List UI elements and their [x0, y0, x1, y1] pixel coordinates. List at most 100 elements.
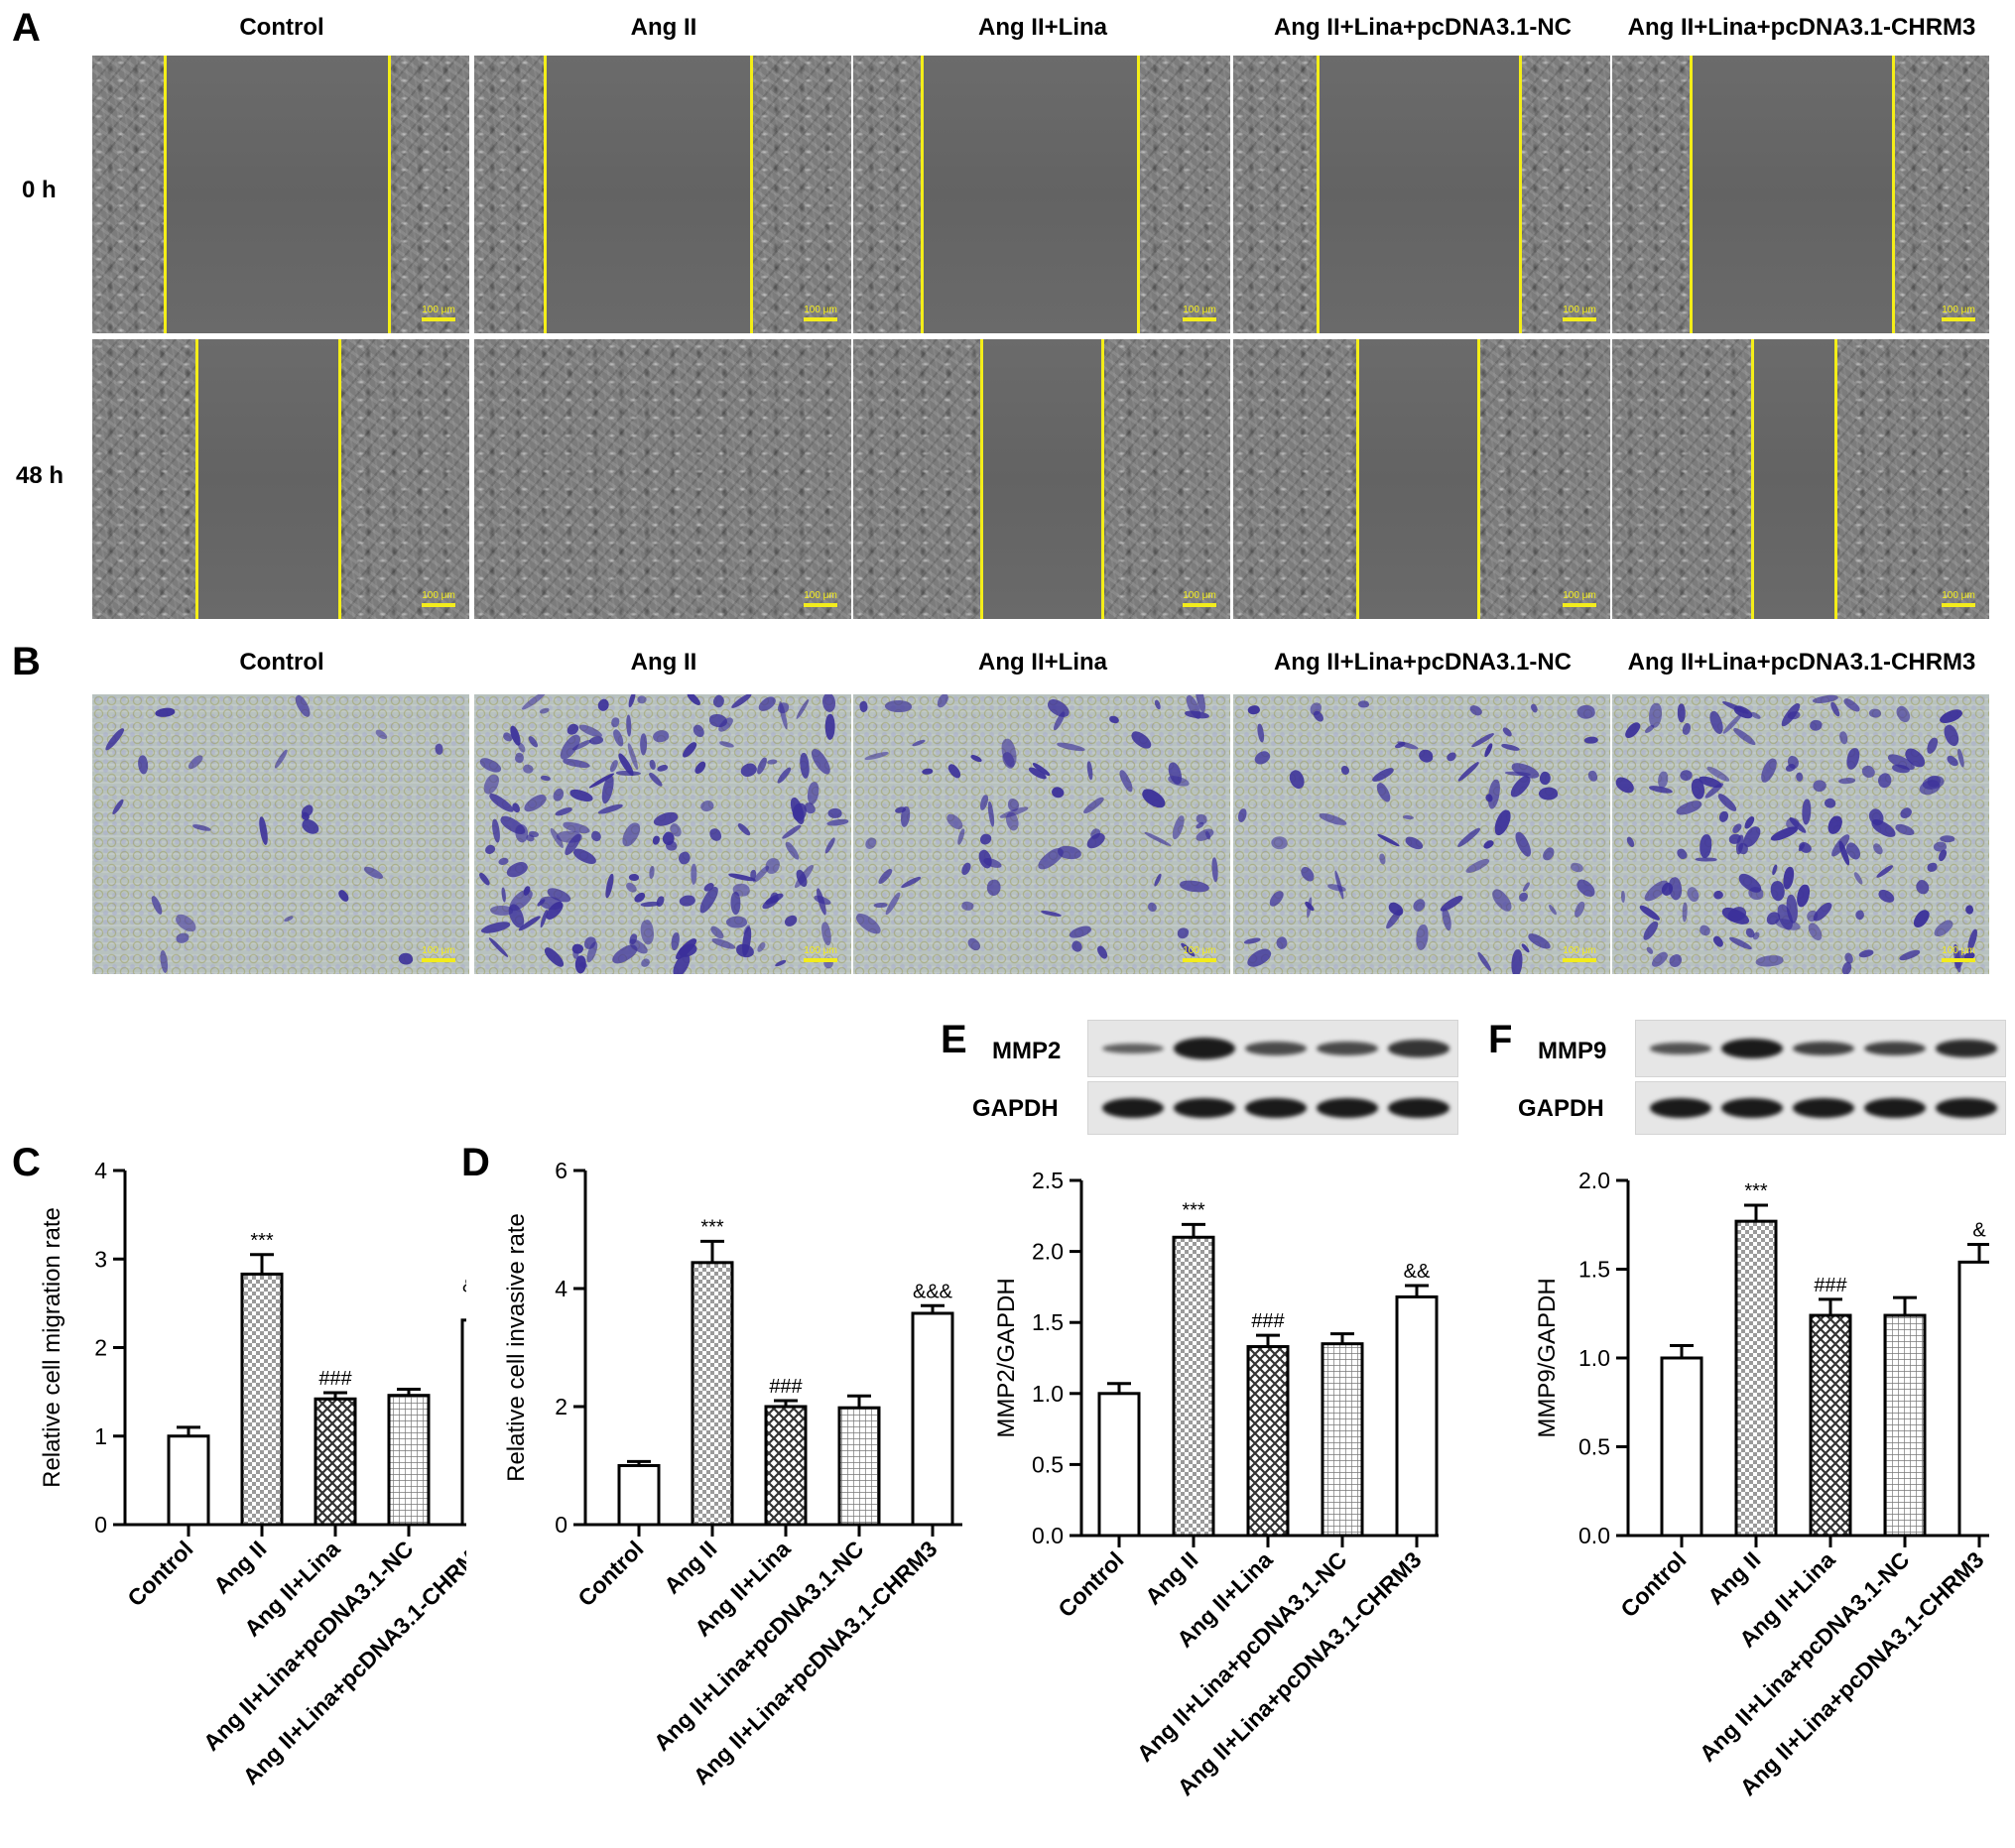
wound-image-control-48h: 100 μm [92, 339, 469, 619]
bar [1734, 1219, 1778, 1538]
stained-cell [562, 757, 591, 770]
stained-cell [735, 821, 752, 837]
stained-cell [1540, 845, 1558, 863]
stained-cell [1492, 807, 1513, 838]
transwell-image-control: 100 μm [92, 694, 469, 974]
stained-cell [1828, 701, 1842, 718]
stained-cell [191, 823, 211, 832]
stained-cell [610, 728, 627, 749]
x-tick-label: Control [1615, 1546, 1691, 1622]
significance-marker: && [1404, 1261, 1431, 1283]
significance-marker: ### [1251, 1310, 1285, 1332]
stained-cell [691, 722, 707, 739]
stained-cell [1419, 749, 1434, 763]
bar [617, 1464, 661, 1527]
blot-e-target-label: MMP2 [992, 1038, 1062, 1064]
scale-bar-label: 100 μm [804, 305, 837, 315]
scale-bar-label: 100 μm [1183, 945, 1216, 956]
stained-cell [900, 874, 923, 890]
bar [1097, 1392, 1141, 1538]
blot-e-gapdh [1087, 1081, 1458, 1135]
stained-cell [1648, 785, 1674, 795]
y-tick-label: 0 [94, 1512, 107, 1538]
stained-cell [1067, 923, 1093, 941]
panel-a-title-control: Control [239, 14, 324, 41]
stained-cell [1620, 890, 1626, 903]
stained-cell [541, 945, 567, 970]
bar-chart-d-invasion: 0 2 4 6 Relative cell invasive rate Control **… [503, 1158, 962, 1789]
stained-cell [610, 717, 620, 728]
stained-cell [1269, 834, 1289, 852]
stained-cell [1875, 771, 1895, 791]
stained-cell [1153, 873, 1163, 888]
stained-cell [1794, 772, 1805, 784]
row-label-0h: 0 h [22, 177, 57, 203]
stained-cell [640, 957, 652, 970]
wound-image-ang-ii-0h: 100 μm [474, 56, 851, 333]
stained-cell [256, 815, 270, 846]
stained-cell [1446, 751, 1458, 763]
stained-cell [1180, 879, 1210, 894]
stained-cell [433, 743, 444, 756]
stained-cell [1237, 807, 1248, 823]
stained-cell [1045, 695, 1072, 720]
y-tick-label: 2 [94, 1335, 107, 1361]
stained-cell [969, 753, 983, 764]
stained-cell [1698, 924, 1712, 937]
stained-cell [936, 694, 950, 709]
stained-cell [1613, 775, 1637, 796]
stained-cell [1876, 888, 1897, 905]
stained-cell [823, 836, 837, 855]
blot-band [1936, 1040, 1997, 1057]
stained-cell [825, 817, 849, 828]
stained-cell [1771, 864, 1778, 877]
panel-a-title-chrm3: Ang II+Lina+pcDNA3.1-CHRM3 [1627, 14, 1976, 41]
stained-cell [1711, 934, 1726, 949]
stained-cell [589, 829, 603, 842]
x-tick-label: Control [1053, 1546, 1128, 1622]
stained-cell [945, 762, 964, 781]
stained-cell [1853, 908, 1867, 922]
stained-cell [373, 728, 389, 741]
blot-e-mmp2 [1087, 1020, 1458, 1077]
stained-cell [336, 888, 351, 904]
stained-cell [873, 901, 888, 909]
scale-bar-label: 100 μm [422, 305, 455, 315]
stained-cell [1898, 805, 1914, 821]
stained-cell [486, 791, 516, 815]
blot-f-loading-label: GAPDH [1518, 1095, 1604, 1122]
bar [167, 1434, 210, 1527]
stained-cell [1107, 715, 1120, 725]
blot-band [1388, 1040, 1449, 1057]
stained-cell [1898, 947, 1921, 963]
scale-bar-label: 100 μm [422, 945, 455, 956]
stained-cell [819, 921, 834, 947]
blot-band [1721, 1098, 1783, 1118]
stained-cell [1841, 696, 1863, 715]
stained-cell [509, 801, 522, 815]
stained-cell [697, 884, 721, 916]
stained-cell [885, 698, 913, 713]
stained-cell [619, 820, 644, 850]
stained-cell [1529, 703, 1540, 714]
stained-cell [1547, 904, 1558, 917]
y-tick-label: 4 [94, 1158, 107, 1183]
stained-cell [1195, 820, 1205, 830]
significance-marker: *** [700, 1216, 724, 1238]
stained-cell [1838, 730, 1850, 746]
y-tick-label: 0 [555, 1512, 567, 1538]
stained-cell [1377, 852, 1387, 865]
bar [1957, 1260, 1989, 1538]
y-tick-label: 0.0 [1578, 1523, 1610, 1548]
stained-cell [656, 763, 670, 774]
panel-b-title-ang-ii: Ang II [630, 649, 697, 676]
stained-cell [596, 801, 624, 816]
stained-cell [521, 791, 549, 815]
stained-cell [1685, 885, 1702, 904]
significance-marker: ### [769, 1376, 803, 1398]
stained-cell [709, 713, 728, 728]
stained-cell [979, 832, 992, 846]
y-tick-label: 1.5 [1578, 1257, 1610, 1283]
stained-cell [1500, 742, 1521, 753]
stained-cell [136, 754, 150, 775]
